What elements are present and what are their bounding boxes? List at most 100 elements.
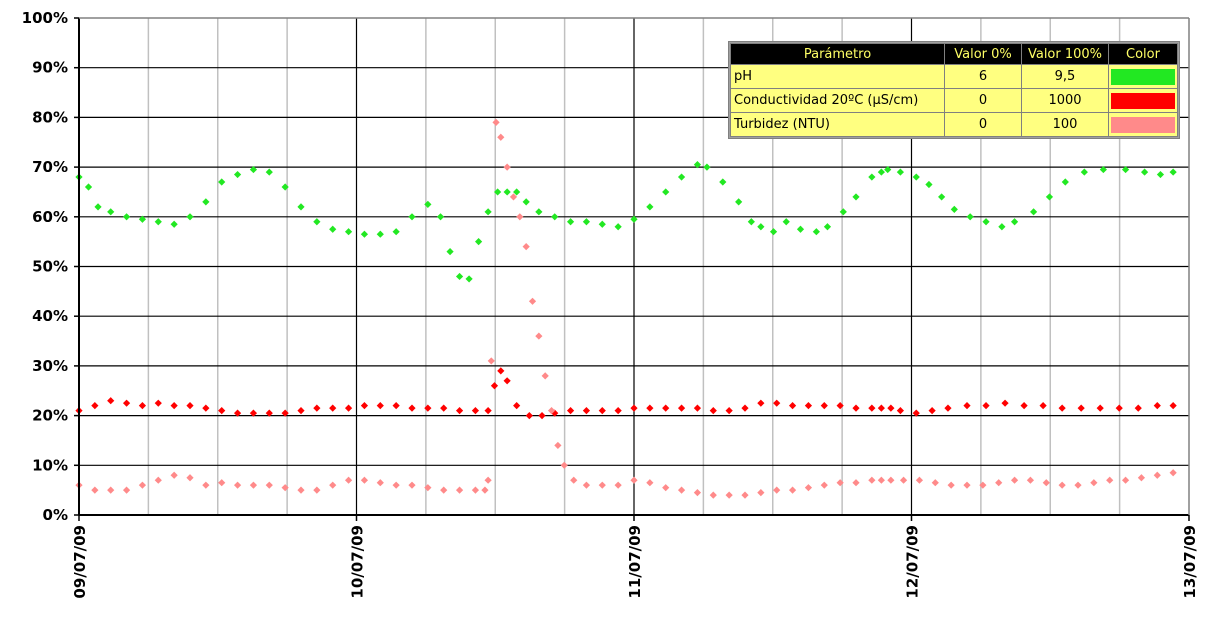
data-point [868,404,876,412]
data-point [1121,165,1130,174]
data-point [1001,399,1009,407]
data-point [344,476,353,484]
x-tick-label: 13/07/09 [1181,525,1199,599]
data-point [757,489,765,497]
data-point [186,474,194,482]
y-tick-label: 40% [32,307,68,325]
data-point [492,118,500,126]
data-point [614,407,622,415]
y-tick-label: 50% [32,258,68,276]
data-point [1153,471,1161,479]
data-point [1099,165,1107,174]
data-point [281,183,289,191]
data-point [836,402,844,410]
data-point [329,225,337,233]
data-point [662,404,670,412]
data-point [465,275,473,283]
data-point [497,367,505,375]
data-point [424,200,432,208]
data-point [503,188,511,196]
legend-valor-0: 0 [944,112,1022,137]
data-point [525,412,533,420]
data-point [154,218,162,226]
data-point [484,476,492,484]
data-point [995,479,1003,487]
data-point [582,407,591,415]
data-point [662,188,670,196]
data-point [757,399,765,407]
data-point [154,399,162,407]
legend-header-valor-100: Valor 100% [1021,43,1109,65]
data-point [329,481,337,489]
data-point [494,188,502,196]
data-point [963,481,971,489]
data-point [1058,481,1066,489]
data-point [297,486,305,494]
y-tick-labels: 0% 10% 20% 30% 40% 50% 60% 70% 80% 90% 100% [22,9,68,524]
data-point [782,218,790,226]
data-point [551,409,559,417]
y-tick-label: 60% [32,208,68,226]
data-point [233,170,242,179]
data-point [836,479,844,487]
data-point [769,228,778,236]
data-point [265,409,273,417]
data-point [344,228,353,236]
data-point [1010,476,1019,484]
data-point [852,193,860,201]
data-point [218,178,226,186]
y-tick-label: 70% [32,158,68,176]
data-point [471,486,480,494]
data-point [887,476,895,484]
data-point [360,230,369,238]
data-point [566,218,575,226]
data-point [709,407,717,415]
legend-param: pH [730,64,945,89]
data-point [1074,481,1082,489]
data-point [899,476,908,484]
legend-valor-100: 1000 [1021,88,1109,113]
data-point [979,481,987,489]
data-point [1090,479,1098,487]
data-point [481,486,489,494]
data-point [966,213,974,221]
data-point [490,382,499,390]
data-point [582,481,591,489]
y-tick-label: 30% [32,357,68,375]
data-point [107,397,115,405]
data-point [570,476,578,484]
data-point [107,486,115,494]
data-point [392,402,400,410]
data-point [804,484,813,492]
data-point [91,402,99,410]
data-point [297,203,305,211]
data-point [823,223,832,231]
data-point [360,476,369,484]
data-point [376,402,384,410]
data-point [538,412,546,420]
data-point [547,407,556,415]
data-point [614,223,622,231]
data-point [497,133,505,141]
data-point [950,205,958,213]
data-point [424,404,432,412]
data-point [446,247,454,256]
data-point [662,484,670,492]
data-point [887,404,895,412]
data-point [773,399,781,407]
data-point [471,407,480,415]
data-point [408,481,416,489]
chart-legend: Parámetro Valor 0% Valor 100% Color pH 6… [728,41,1180,139]
data-point [297,407,305,415]
data-point [154,476,162,484]
legend-valor-100: 100 [1021,112,1109,137]
data-point [598,220,606,228]
x-tick-label: 09/07/09 [71,525,89,599]
legend-color-cell [1108,112,1178,137]
x-tick-labels: 09/07/09 10/07/09 11/07/09 12/07/09 13/07/09 [71,525,1199,599]
data-point [329,404,337,412]
data-point [852,479,860,487]
data-point [249,409,258,417]
data-point [884,165,892,174]
data-point [249,165,258,174]
